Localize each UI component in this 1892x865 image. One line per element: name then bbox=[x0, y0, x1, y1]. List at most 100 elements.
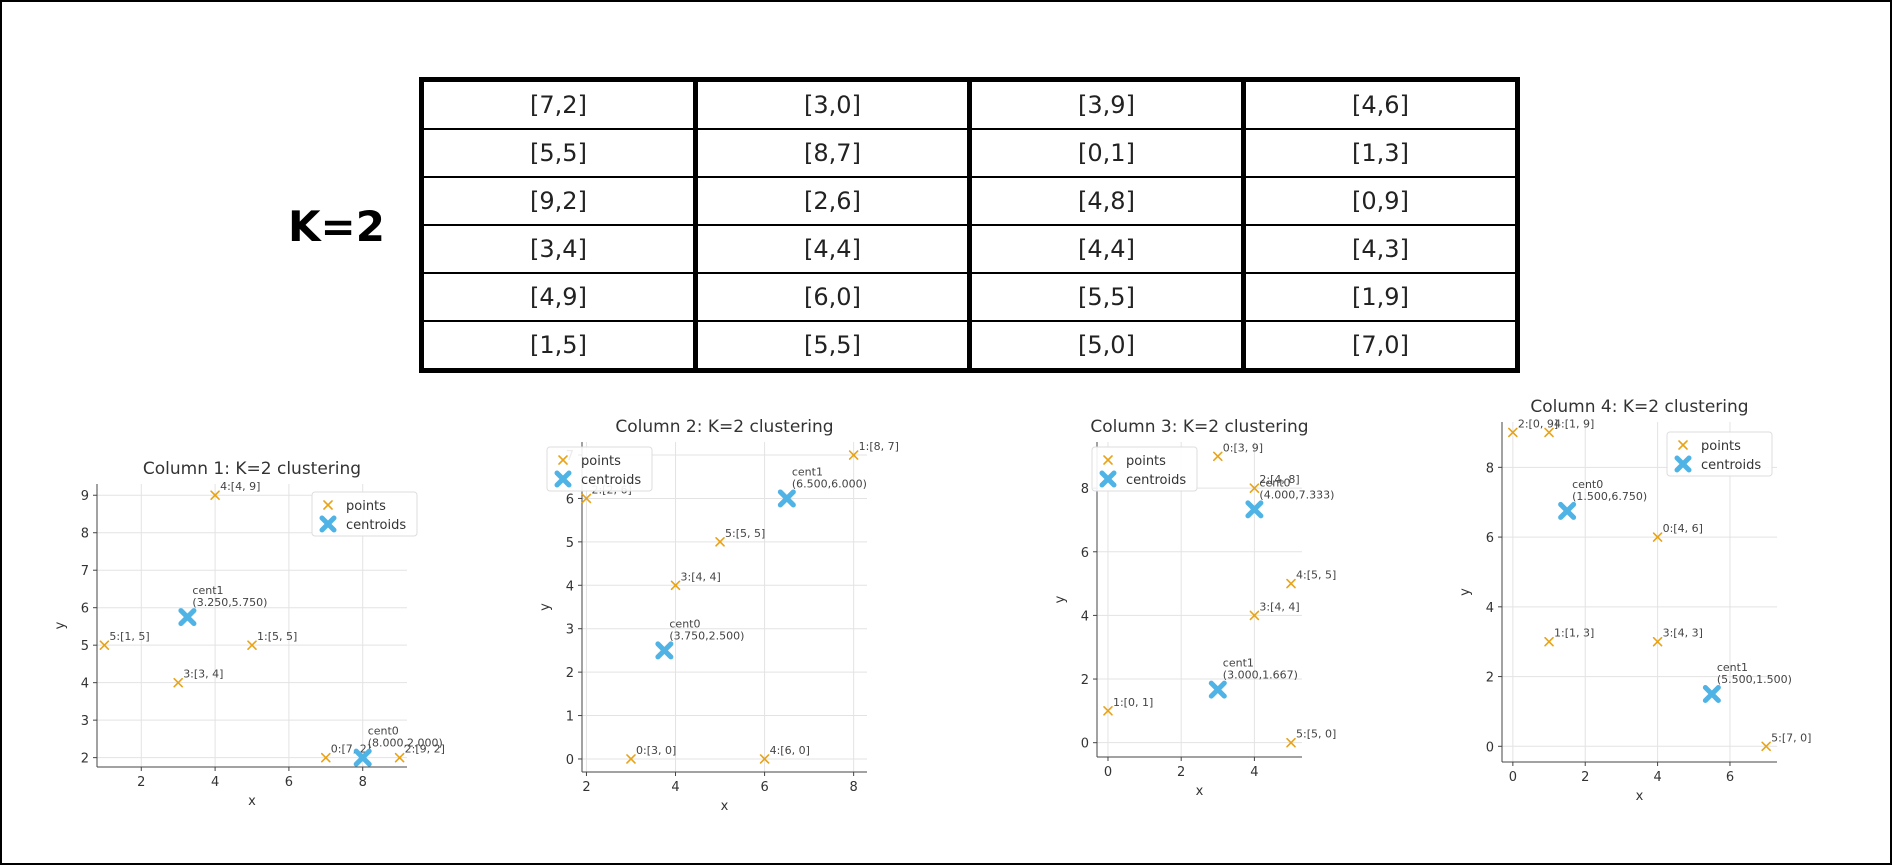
centroid-marker bbox=[353, 748, 372, 767]
legend: points centroids bbox=[1666, 431, 1773, 477]
y-tick-label: 8 bbox=[1081, 482, 1089, 497]
y-tick-label: 6 bbox=[1486, 531, 1494, 546]
centroid-marker bbox=[1558, 501, 1577, 520]
centroid-coords: (3.750,2.500) bbox=[669, 629, 744, 642]
y-axis-label: y bbox=[538, 603, 553, 611]
y-tick-label: 6 bbox=[1081, 546, 1089, 561]
legend-points-label: points bbox=[1701, 439, 1741, 454]
x-tick-label: 2 bbox=[1581, 770, 1589, 785]
data-point bbox=[1103, 706, 1113, 716]
chart-column-2: 246801234567Column 2: K=2 clusteringxy0:… bbox=[538, 417, 899, 814]
x-tick-label: 8 bbox=[359, 775, 367, 790]
legend: points centroids bbox=[1091, 446, 1198, 492]
x-axis-label: x bbox=[1196, 784, 1204, 799]
table-cell: [4,9] bbox=[419, 272, 698, 322]
centroid-name: cent1 bbox=[1223, 657, 1254, 670]
data-point bbox=[1249, 483, 1260, 493]
data-point bbox=[1652, 636, 1663, 647]
point-label: 5:[1, 5] bbox=[109, 630, 149, 643]
legend-box bbox=[546, 446, 653, 492]
centroid-coords: (3.000,1.667) bbox=[1223, 669, 1298, 682]
data-point bbox=[581, 493, 592, 504]
chart-column-4: 0 2 4 6 0 2 4 6 8 Column 4: K=2 clustering x y 0:[4,… bbox=[1458, 397, 1811, 804]
table-cell: [5,5] bbox=[967, 272, 1246, 322]
data-point bbox=[759, 754, 770, 764]
x-tick-label: 2 bbox=[582, 780, 590, 795]
table-cell: [7,0] bbox=[1241, 320, 1520, 372]
table-cell: [4,4] bbox=[967, 224, 1246, 274]
centroid-name: cent0 bbox=[1259, 476, 1290, 489]
legend-centroids-marker bbox=[554, 470, 572, 488]
data-point bbox=[715, 537, 725, 547]
point-label: 2:[4, 8] bbox=[1259, 473, 1299, 486]
data-point bbox=[210, 490, 220, 501]
table-cell: [3,0] bbox=[693, 78, 972, 130]
data-point bbox=[1213, 451, 1223, 462]
y-axis-label: y bbox=[53, 621, 68, 629]
chart-title: Column 1: K=2 clustering bbox=[143, 459, 361, 479]
legend-centroids-label: centroids bbox=[346, 518, 406, 533]
data-point bbox=[626, 754, 636, 764]
data-point bbox=[1249, 610, 1260, 621]
centroid-name: cent1 bbox=[192, 584, 223, 597]
k-label: K=2 bbox=[288, 202, 385, 251]
y-tick-label: 3 bbox=[81, 714, 89, 729]
legend-centroids-marker bbox=[319, 515, 337, 533]
x-tick-label: 0 bbox=[1104, 765, 1112, 780]
table-cell: [5,5] bbox=[419, 128, 698, 178]
data-point bbox=[247, 640, 257, 650]
point-label: 0:[7, 2] bbox=[331, 743, 371, 756]
legend-box bbox=[1666, 431, 1773, 477]
y-tick-label: 5 bbox=[566, 536, 574, 551]
chart-title: Column 3: K=2 clustering bbox=[1090, 417, 1308, 437]
point-label: 1:[0, 1] bbox=[1113, 696, 1153, 709]
point-label: 1:[8, 7] bbox=[859, 440, 899, 453]
table-cell: [0,1] bbox=[967, 128, 1246, 178]
data-point bbox=[1544, 636, 1554, 647]
point-label: 2:[0, 9] bbox=[1518, 417, 1558, 430]
centroid-marker bbox=[178, 608, 197, 627]
point-label: 4:[4, 9] bbox=[220, 480, 260, 493]
y-tick-label: 6 bbox=[566, 492, 574, 507]
table-cell: [1,5] bbox=[419, 320, 698, 372]
x-tick-label: 4 bbox=[1653, 770, 1661, 785]
y-tick-label: 2 bbox=[1081, 673, 1089, 688]
centroid-coords: (8.000,2.000) bbox=[368, 737, 443, 750]
centroid-marker bbox=[1702, 685, 1721, 703]
point-label: 0:[3, 0] bbox=[636, 744, 676, 757]
legend-centroids-marker bbox=[1099, 470, 1117, 488]
data-point bbox=[394, 752, 405, 763]
point-label: 4:[6, 0] bbox=[770, 744, 810, 757]
centroid-coords: (4.000,7.333) bbox=[1259, 488, 1334, 501]
table-cell: [5,0] bbox=[967, 320, 1246, 372]
legend-centroids-label: centroids bbox=[1126, 473, 1186, 488]
table-cell: [3,9] bbox=[967, 78, 1246, 130]
x-tick-label: 6 bbox=[1726, 770, 1734, 785]
centroid-coords: (6.500,6.000) bbox=[792, 477, 867, 490]
table-cell: [5,5] bbox=[693, 320, 972, 372]
table-cell: [6,0] bbox=[693, 272, 972, 322]
y-tick-label: 0 bbox=[566, 753, 574, 768]
y-tick-label: 8 bbox=[81, 527, 89, 542]
table-cell: [4,4] bbox=[693, 224, 972, 274]
point-label: 4:[5, 5] bbox=[1296, 569, 1336, 582]
legend-points-label: points bbox=[581, 454, 621, 469]
legend-centroids-marker bbox=[1674, 455, 1692, 473]
y-tick-label: 4 bbox=[81, 677, 89, 692]
point-label: 5:[5, 0] bbox=[1296, 728, 1336, 741]
x-tick-label: 6 bbox=[760, 780, 768, 795]
y-axis-label: y bbox=[1458, 588, 1473, 596]
points-table: [7,2] [3,0] [3,9] [4,6] [5,5] [8,7] [0,1] [1,3]… bbox=[419, 77, 1520, 373]
y-tick-label: 0 bbox=[1486, 740, 1494, 755]
y-tick-label: 1 bbox=[566, 710, 574, 725]
legend: points centroids bbox=[546, 446, 653, 492]
table-cell: [7,2] bbox=[419, 78, 698, 130]
y-tick-label: 6 bbox=[81, 602, 89, 617]
y-tick-label: 9 bbox=[81, 489, 89, 504]
centroid-name: cent1 bbox=[792, 465, 823, 478]
legend-box bbox=[311, 491, 418, 537]
y-tick-label: 4 bbox=[1486, 601, 1494, 616]
legend-points-marker bbox=[558, 455, 568, 465]
table-row: [4,9] [6,0] [5,5] [1,9] bbox=[419, 272, 1520, 322]
